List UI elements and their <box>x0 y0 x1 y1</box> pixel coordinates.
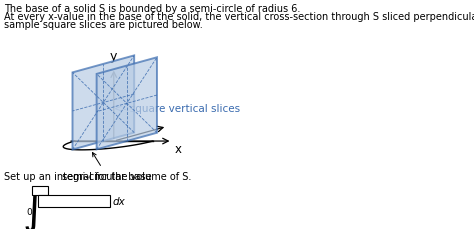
Text: dx: dx <box>113 196 126 206</box>
Text: x: x <box>175 142 182 155</box>
Bar <box>38 195 110 207</box>
Text: At every x-value in the base of the solid, the vertical cross-section through S : At every x-value in the base of the soli… <box>4 12 474 22</box>
Polygon shape <box>73 56 134 150</box>
Text: The base of a solid S is bounded by a semi-circle of radius 6.: The base of a solid S is bounded by a se… <box>4 4 301 14</box>
Polygon shape <box>97 58 157 150</box>
Text: 0: 0 <box>26 207 32 216</box>
Text: Set up an integral for the volume of S.: Set up an integral for the volume of S. <box>4 171 191 181</box>
Bar <box>32 186 48 195</box>
Text: <- square vertical slices: <- square vertical slices <box>114 104 240 114</box>
Text: semi-circular base: semi-circular base <box>62 153 152 181</box>
Text: $\int$: $\int$ <box>22 187 44 229</box>
Text: y: y <box>110 50 118 63</box>
Text: sample square slices are pictured below.: sample square slices are pictured below. <box>4 20 203 30</box>
